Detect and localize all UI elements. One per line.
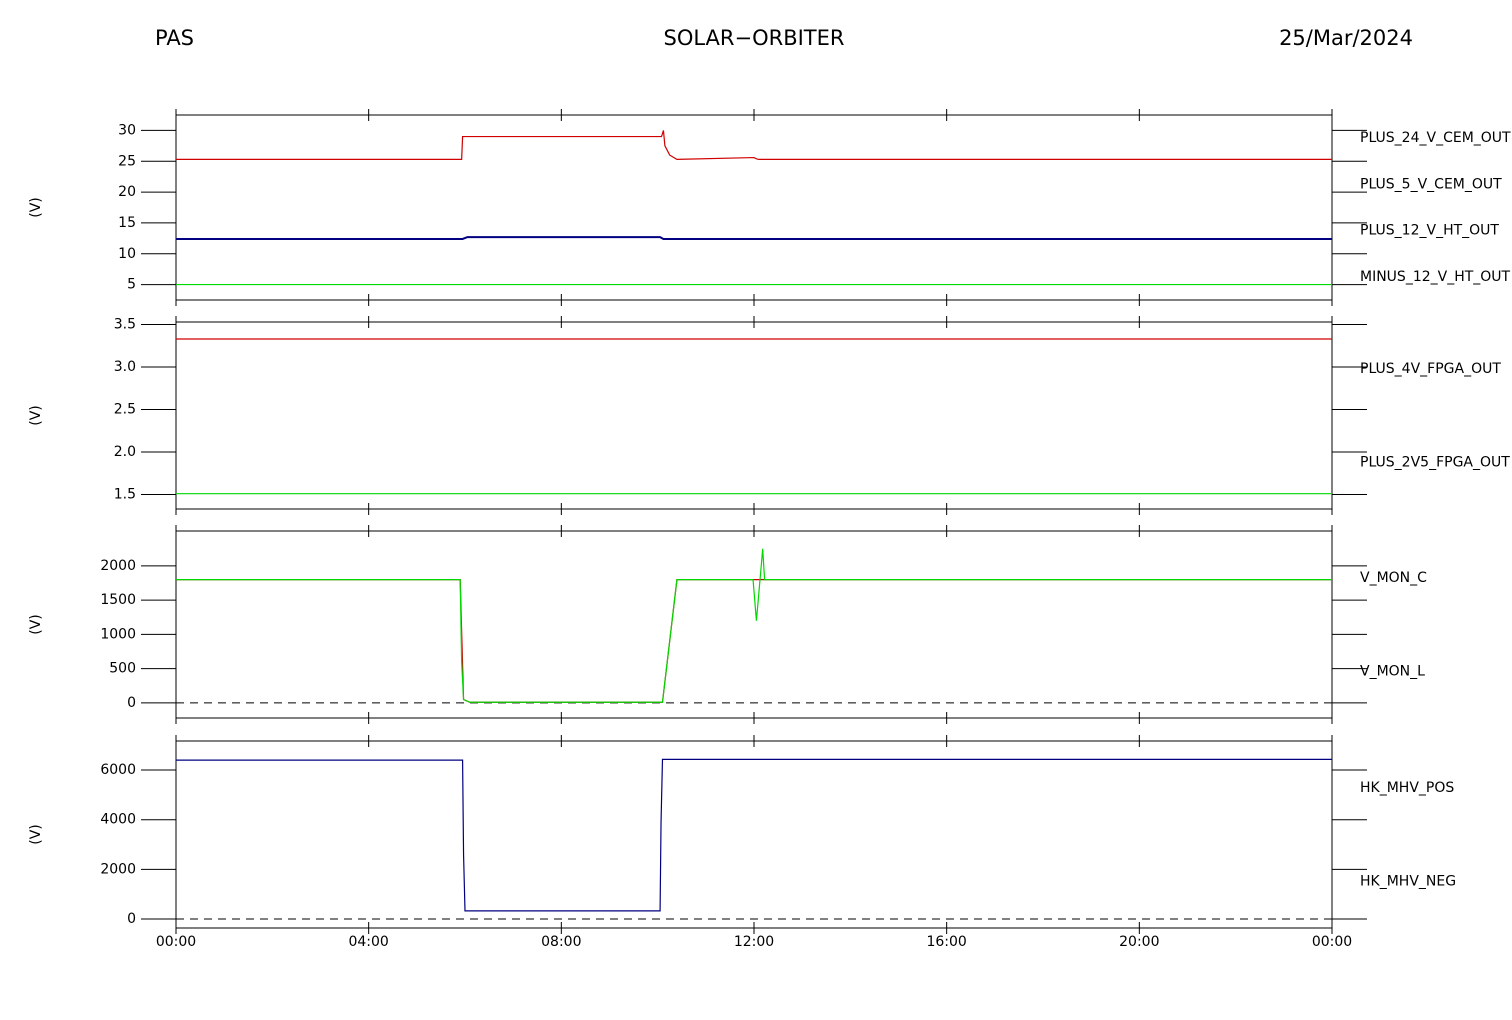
- y-tick-label: 1.5: [114, 487, 136, 503]
- x-tick-label: 16:00: [926, 934, 966, 950]
- y-tick-label: 2.5: [114, 402, 136, 418]
- legend-label: HK_MHV_NEG: [1360, 873, 1456, 889]
- legend-label: MINUS_12_V_HT_OUT: [1360, 269, 1511, 285]
- legend-label: HK_MHV_POS: [1360, 780, 1454, 796]
- series-line: [176, 758, 1332, 912]
- y-tick-label: 0: [127, 695, 136, 711]
- y-tick-label: 3.5: [114, 317, 136, 333]
- y-tick-label: 3.0: [114, 359, 136, 375]
- y-tick-label: 5: [127, 277, 136, 293]
- x-tick-label: 12:00: [734, 934, 774, 950]
- y-tick-label: 2.0: [114, 444, 136, 460]
- legend-label: PLUS_5_V_CEM_OUT: [1360, 176, 1502, 192]
- y-tick-label: 20: [118, 184, 136, 200]
- x-tick-label: 04:00: [348, 934, 388, 950]
- header-left: PAS: [155, 26, 194, 50]
- series-line: [176, 236, 1332, 240]
- x-tick-label: 08:00: [541, 934, 581, 950]
- series-line: [176, 130, 1332, 161]
- y-tick-label: 15: [118, 215, 136, 231]
- x-tick-label: 00:00: [1312, 934, 1352, 950]
- y-tick-label: 10: [118, 246, 136, 262]
- y-axis-label: (V): [28, 824, 44, 845]
- legend-label: V_MON_L: [1360, 663, 1425, 679]
- y-tick-label: 2000: [100, 558, 136, 574]
- legend-label: PLUS_12_V_HT_OUT: [1360, 223, 1499, 239]
- y-axis-label: (V): [28, 197, 44, 218]
- series-line: [176, 548, 1332, 703]
- y-tick-label: 0: [127, 911, 136, 927]
- x-tick-label: 00:00: [156, 934, 196, 950]
- y-tick-label: 2000: [100, 861, 136, 877]
- y-tick-label: 1500: [100, 592, 136, 608]
- y-tick-label: 30: [118, 122, 136, 138]
- y-tick-label: 500: [109, 661, 136, 677]
- legend-label: PLUS_4V_FPGA_OUT: [1360, 361, 1501, 377]
- legend-label: PLUS_2V5_FPGA_OUT: [1360, 454, 1510, 470]
- y-axis-label: (V): [28, 405, 44, 426]
- legend-label: V_MON_C: [1360, 570, 1427, 586]
- header-right: 25/Mar/2024: [1279, 26, 1413, 50]
- header-center: SOLAR−ORBITER: [663, 26, 844, 50]
- x-tick-label: 20:00: [1119, 934, 1159, 950]
- legend-label: PLUS_24_V_CEM_OUT: [1360, 130, 1511, 146]
- y-tick-label: 6000: [100, 762, 136, 778]
- y-tick-label: 1000: [100, 626, 136, 642]
- y-tick-label: 25: [118, 153, 136, 169]
- y-tick-label: 4000: [100, 812, 136, 828]
- y-axis-label: (V): [28, 614, 44, 635]
